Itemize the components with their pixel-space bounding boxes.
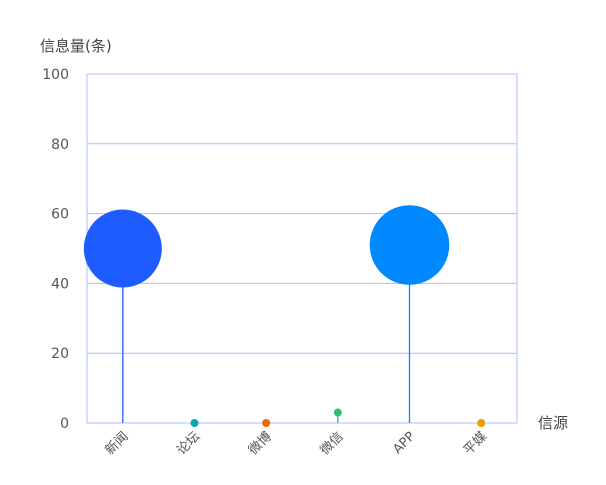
y-tick-label: 40 bbox=[51, 276, 69, 292]
data-point bbox=[262, 419, 271, 427]
x-axis-title: 信源 bbox=[538, 414, 568, 432]
x-tick-label: 微信 bbox=[318, 429, 347, 458]
x-tick-label: 论坛 bbox=[174, 429, 203, 458]
y-tick-label: 20 bbox=[51, 346, 69, 362]
y-tick-label: 60 bbox=[51, 207, 69, 223]
data-point bbox=[83, 209, 162, 288]
y-tick-label: 100 bbox=[42, 67, 69, 83]
x-tick-label: 平媒 bbox=[461, 429, 490, 458]
y-axis-title: 信息量(条) bbox=[40, 37, 112, 55]
y-tick-label: 80 bbox=[51, 137, 69, 153]
y-tick-label: 0 bbox=[60, 416, 69, 432]
data-point bbox=[190, 419, 199, 427]
data-point bbox=[477, 419, 486, 427]
x-tick-label: APP bbox=[390, 429, 418, 457]
x-tick-label: 微博 bbox=[246, 429, 275, 458]
x-tick-label: 新闻 bbox=[102, 429, 132, 459]
data-point bbox=[333, 408, 342, 417]
data-point bbox=[369, 205, 450, 285]
